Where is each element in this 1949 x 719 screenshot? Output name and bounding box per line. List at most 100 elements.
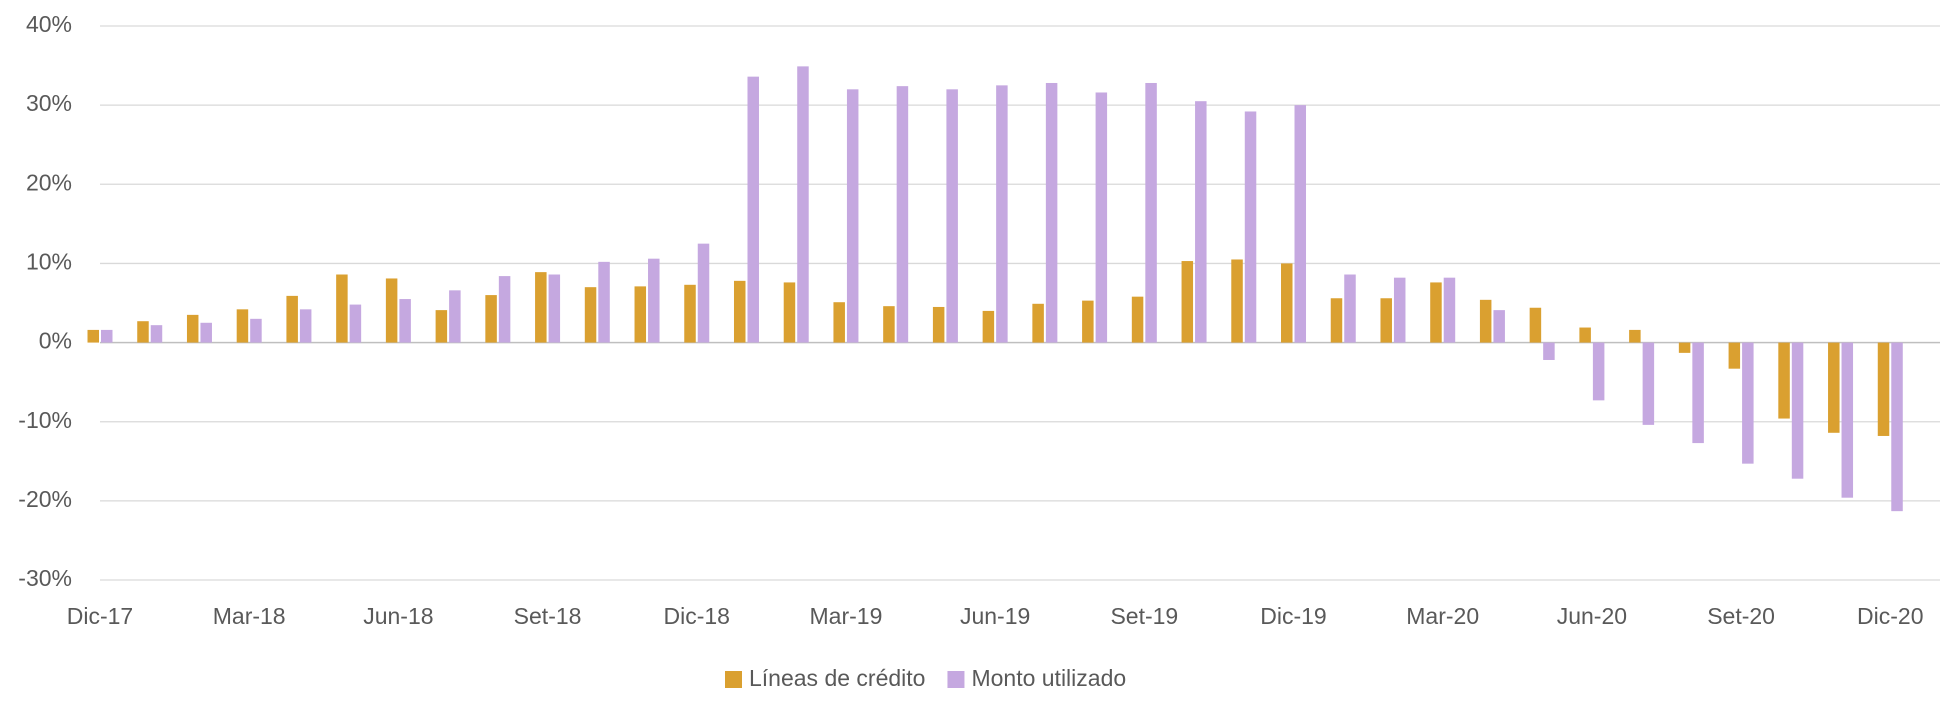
x-tick-label: Jun-19: [960, 603, 1030, 629]
bar: [1032, 303, 1044, 343]
bar: [684, 284, 696, 343]
bar: [1629, 329, 1641, 343]
x-tick-label: Set-19: [1110, 603, 1178, 629]
bar: [150, 325, 163, 343]
bar: [1728, 342, 1741, 369]
bar: [1380, 298, 1392, 343]
bar: [498, 276, 511, 343]
bar: [535, 272, 547, 343]
bar: [1742, 342, 1754, 464]
x-tick-label: Jun-20: [1557, 603, 1627, 629]
bar: [1095, 92, 1108, 343]
x-tick-label: Dic-18: [664, 603, 730, 629]
bar: [783, 282, 796, 343]
bar: [833, 302, 845, 343]
bar: [87, 329, 99, 343]
bar: [697, 243, 710, 343]
bar: [200, 322, 212, 343]
y-tick-label: -30%: [18, 565, 72, 591]
y-tick-label: 30%: [26, 90, 72, 116]
bar: [1195, 101, 1207, 343]
bar: [385, 278, 398, 343]
bar: [1281, 263, 1293, 343]
y-tick-label: 40%: [26, 11, 72, 37]
bar: [883, 306, 895, 343]
bar: [1791, 342, 1804, 479]
bar: [1692, 342, 1704, 444]
bar: [1479, 299, 1492, 343]
bar: [250, 318, 262, 343]
bar: [747, 76, 759, 343]
bar: [1678, 342, 1691, 353]
bar: [299, 309, 312, 343]
bar: [1529, 307, 1542, 343]
bar: [1231, 259, 1243, 343]
bar: [399, 299, 411, 343]
y-tick-label: -10%: [18, 407, 72, 433]
bar: [1181, 261, 1194, 343]
bar: [598, 261, 610, 343]
bar: [1828, 342, 1840, 433]
bar: [485, 295, 497, 343]
legend-label: Líneas de crédito: [749, 665, 925, 691]
bar: [634, 286, 647, 343]
bar: [896, 86, 909, 343]
bar: [932, 306, 945, 343]
y-tick-label: 20%: [26, 169, 72, 195]
bar: [584, 287, 597, 343]
bar: [435, 310, 448, 343]
x-tick-label: Jun-18: [363, 603, 433, 629]
y-tick-label: 10%: [26, 249, 72, 275]
y-tick-label: -20%: [18, 486, 72, 512]
bar: [1430, 282, 1442, 343]
bar: [1778, 342, 1790, 419]
legend-label: Monto utilizado: [971, 665, 1126, 691]
bar: [1443, 277, 1456, 343]
legend-swatch: [725, 671, 742, 688]
bar: [982, 310, 995, 343]
x-tick-label: Mar-19: [810, 603, 883, 629]
bar: [548, 274, 561, 343]
bar: [1877, 342, 1890, 436]
bar: [1841, 342, 1854, 498]
x-tick-label: Dic-17: [67, 603, 133, 629]
x-tick-label: Dic-19: [1260, 603, 1326, 629]
bar: [996, 85, 1008, 343]
bar: [1294, 105, 1307, 343]
bar: [449, 290, 461, 343]
x-tick-label: Mar-18: [213, 603, 286, 629]
bar: [186, 314, 199, 343]
bar: [1082, 300, 1094, 343]
y-tick-label: 0%: [39, 328, 72, 354]
bar: [1579, 327, 1591, 343]
x-tick-label: Set-20: [1707, 603, 1775, 629]
legend-swatch: [947, 671, 965, 688]
bar: [286, 295, 298, 343]
bar: [137, 321, 149, 343]
bar: [101, 329, 113, 343]
bar: [336, 274, 348, 343]
bar: [1145, 82, 1157, 343]
bar: [1493, 310, 1505, 343]
bar: [1344, 274, 1356, 343]
bar: [648, 258, 660, 343]
bar: [846, 89, 859, 343]
x-tick-label: Mar-20: [1406, 603, 1479, 629]
bar: [1330, 298, 1343, 343]
bar: [1045, 82, 1058, 343]
bar: [349, 304, 362, 343]
bar: [1543, 342, 1555, 360]
bar: [946, 89, 958, 343]
bar: [1244, 111, 1257, 343]
bar: [1642, 342, 1655, 425]
x-tick-label: Dic-20: [1857, 603, 1923, 629]
bar: [1891, 342, 1903, 512]
bar: [797, 66, 809, 343]
bar: [1131, 296, 1144, 343]
bar: [236, 309, 249, 343]
x-tick-label: Set-18: [514, 603, 582, 629]
bar: [1592, 342, 1605, 401]
bar: [1393, 277, 1406, 343]
